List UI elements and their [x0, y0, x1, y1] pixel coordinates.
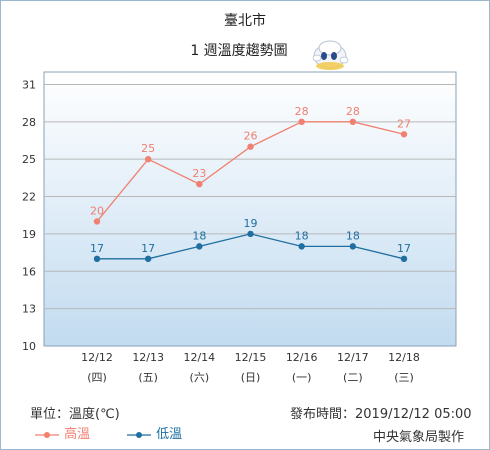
chart-subtitle: 1 週溫度趨勢圖	[190, 43, 288, 59]
x-weekday-label: (一)	[292, 371, 312, 384]
legend-high-label: 高溫	[64, 427, 91, 442]
data-point-low	[247, 230, 254, 238]
data-point-high	[196, 180, 203, 188]
data-label-high: 20	[90, 204, 104, 217]
data-point-low	[93, 255, 101, 263]
x-tick-label: 12/12	[81, 351, 113, 364]
x-weekday-label: (二)	[343, 371, 363, 384]
x-tick-label: 12/17	[337, 351, 369, 364]
data-label-low: 18	[295, 229, 309, 242]
data-label-high: 25	[141, 142, 155, 155]
x-weekday-label: (四)	[87, 371, 107, 384]
data-point-high	[144, 155, 152, 163]
y-tick-label: 31	[22, 78, 36, 91]
y-tick-label: 25	[22, 153, 36, 166]
published-time: 2019/12/12 05:00	[355, 407, 472, 422]
data-point-high	[349, 118, 357, 126]
data-label-high: 27	[397, 117, 411, 130]
unit-label: 單位：溫度(℃)	[30, 407, 120, 422]
y-tick-label: 22	[22, 191, 36, 204]
data-point-low	[144, 255, 152, 263]
data-label-low: 19	[244, 217, 258, 230]
data-point-low	[196, 243, 203, 250]
plot-area	[43, 71, 457, 347]
x-tick-label: 12/16	[286, 351, 318, 364]
legend-high-marker	[35, 431, 59, 438]
legend-low-label: 低溫	[156, 427, 183, 442]
published-info: 發布時間：2019/12/12 05:00	[290, 403, 472, 422]
data-point-low	[298, 243, 305, 250]
data-point-low	[349, 243, 357, 250]
x-weekday-label: (三)	[394, 371, 414, 384]
data-label-high: 28	[295, 105, 309, 118]
data-label-low: 18	[346, 229, 360, 242]
y-tick-label: 10	[22, 340, 36, 353]
x-tick-label: 12/13	[132, 351, 164, 364]
x-tick-label: 12/18	[388, 351, 420, 364]
y-tick-label: 28	[22, 116, 36, 129]
published-label: 發布時間：	[290, 407, 356, 422]
data-point-high	[400, 131, 408, 138]
data-label-high: 26	[244, 130, 258, 143]
city-title: 臺北市	[224, 13, 266, 29]
x-tick-label: 12/14	[183, 351, 215, 364]
data-label-high: 23	[192, 167, 206, 180]
data-label-low: 17	[397, 242, 411, 255]
x-weekday-label: (五)	[138, 371, 158, 384]
data-point-high	[93, 218, 101, 225]
mascot-icon	[312, 40, 349, 70]
data-label-high: 28	[346, 105, 360, 118]
data-label-low: 17	[141, 242, 155, 255]
legend-high: 高溫	[34, 423, 90, 442]
data-label-low: 18	[192, 229, 206, 242]
data-label-low: 17	[90, 242, 104, 255]
x-tick-label: 12/15	[235, 351, 267, 364]
legend-low: 低溫	[126, 423, 182, 442]
y-tick-label: 19	[22, 228, 36, 241]
data-point-high	[298, 118, 305, 126]
data-point-high	[247, 143, 254, 150]
data-point-low	[400, 255, 408, 263]
legend-low-marker	[127, 431, 151, 438]
y-tick-label: 13	[22, 303, 36, 316]
x-weekday-label: (日)	[241, 371, 261, 384]
credit-label: 中央氣象局製作	[373, 430, 465, 445]
x-weekday-label: (六)	[190, 371, 210, 384]
y-tick-label: 16	[22, 265, 36, 278]
